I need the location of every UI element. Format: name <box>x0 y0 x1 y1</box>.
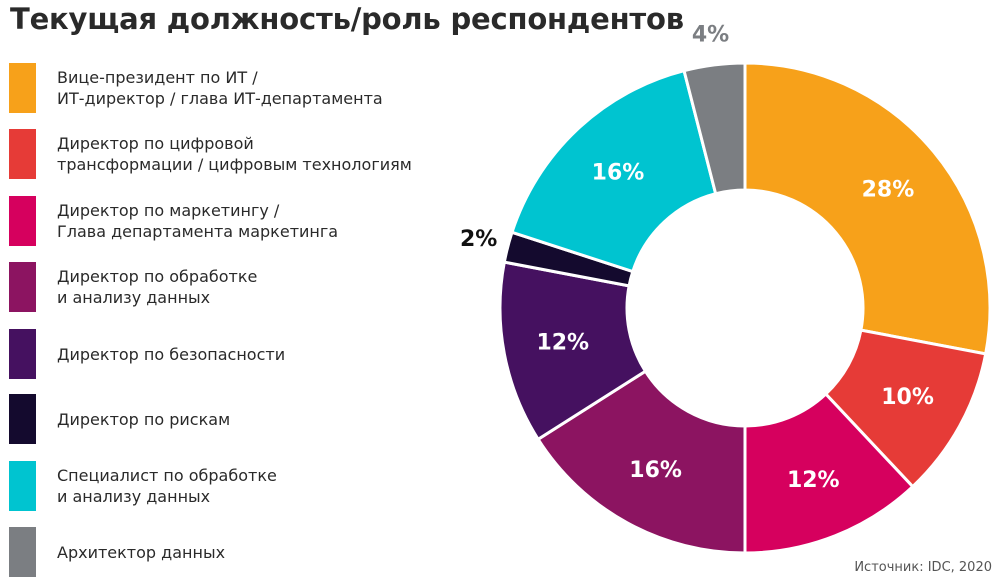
donut-slice <box>498 260 648 442</box>
legend-label: Архитектор данных <box>57 542 226 562</box>
legend-label: Директор по цифровой трансформации / циф… <box>57 134 412 174</box>
chart-title: Текущая должность/роль респондентов <box>10 2 684 36</box>
legend-item: Директор по безопасности <box>9 329 489 379</box>
slice-value-label: 12% <box>536 330 589 355</box>
donut-slice <box>682 61 747 196</box>
legend-swatch <box>9 527 36 577</box>
legend-swatch <box>9 329 36 379</box>
legend-item: Вице-президент по ИТ / ИТ-директор / гла… <box>9 63 489 113</box>
source-note: Источник: IDC, 2020 <box>854 560 992 575</box>
slice-value-label: 4% <box>692 23 729 48</box>
donut-slice <box>743 61 992 356</box>
legend-label: Директор по обработке и анализу данных <box>57 267 258 307</box>
legend-item: Архитектор данных <box>9 527 489 577</box>
legend-item: Директор по маркетингу / Глава департаме… <box>9 196 489 246</box>
legend-label: Директор по маркетингу / Глава департаме… <box>57 201 339 241</box>
slice-value-label: 12% <box>787 468 840 493</box>
legend-label: Вице-президент по ИТ / ИТ-директор / гла… <box>57 68 383 108</box>
legend-swatch <box>9 63 36 113</box>
legend-item: Директор по рискам <box>9 394 489 444</box>
slice-value-label: 16% <box>629 458 682 483</box>
slice-value-label: 16% <box>592 160 645 185</box>
legend-label: Директор по безопасности <box>57 344 286 364</box>
legend-item: Директор по цифровой трансформации / циф… <box>9 129 489 179</box>
legend-swatch <box>9 394 36 444</box>
legend-item: Директор по обработке и анализу данных <box>9 262 489 312</box>
legend-item: Специалист по обработке и анализу данных <box>9 461 489 511</box>
slice-value-label: 10% <box>881 385 934 410</box>
donut-slice <box>510 68 718 274</box>
legend-swatch <box>9 129 36 179</box>
slice-value-label: 2% <box>460 227 497 252</box>
donut-slice <box>536 369 747 555</box>
legend-label: Директор по рискам <box>57 409 231 429</box>
legend-label: Специалист по обработке и анализу данных <box>57 466 277 506</box>
slice-value-label: 28% <box>862 177 915 202</box>
legend-swatch <box>9 461 36 511</box>
donut-slice <box>743 391 915 555</box>
legend-swatch <box>9 262 36 312</box>
legend-swatch <box>9 196 36 246</box>
